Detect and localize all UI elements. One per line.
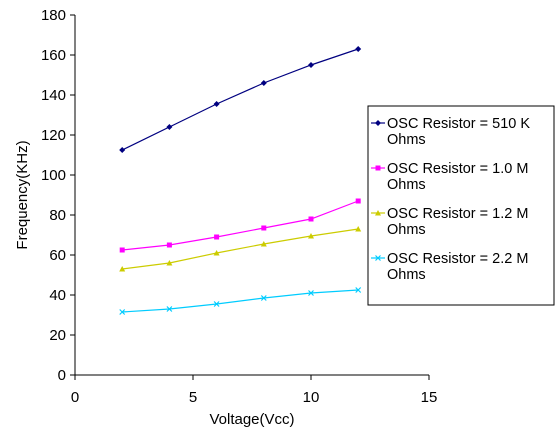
x-tick-label: 10: [303, 389, 320, 406]
y-tick-label: 0: [58, 367, 66, 384]
y-tick-label: 180: [41, 7, 66, 24]
y-tick-label: 40: [49, 287, 66, 304]
series-line-2: [122, 200, 359, 251]
y-tick-label: 140: [41, 87, 66, 104]
y-tick-label: 160: [41, 47, 66, 64]
legend-marker-4: [375, 255, 381, 261]
data-point-series-3: [355, 226, 362, 232]
data-point-series-4: [166, 306, 173, 312]
series-line-4: [122, 289, 359, 313]
data-point-series-4: [260, 295, 267, 301]
legend-label-2: OSC Resistor = 1.0 M: [387, 161, 528, 177]
series-line-1: [121, 48, 359, 151]
series-line-3: [122, 228, 359, 270]
data-point-series-2: [308, 216, 314, 222]
data-point-series-3: [119, 266, 126, 272]
data-point-series-1: [119, 147, 126, 153]
data-point-series-4: [119, 309, 126, 315]
data-point-series-3: [213, 250, 220, 256]
legend-label-4: Ohms: [387, 267, 426, 283]
legend-marker-2: [375, 165, 381, 171]
data-point-series-3: [308, 233, 314, 239]
data-point-series-4: [308, 290, 314, 296]
data-point-series-3: [166, 260, 173, 266]
legend-label-3: Ohms: [387, 222, 426, 238]
y-tick-label: 120: [41, 127, 66, 144]
data-point-series-2: [166, 242, 172, 248]
y-tick-label: 20: [49, 327, 66, 344]
data-point-series-1: [213, 101, 220, 107]
legend-label-1: Ohms: [387, 132, 426, 148]
y-axis-title: Frequency(KHz): [14, 140, 31, 249]
legend-label-2: Ohms: [387, 177, 426, 193]
legend-marker-3: [375, 210, 381, 216]
legend-label-3: OSC Resistor = 1.2 M: [387, 206, 528, 222]
data-point-series-1: [260, 80, 267, 86]
data-point-series-1: [166, 124, 173, 130]
data-point-series-2: [261, 225, 267, 231]
legend-marker-1: [375, 120, 381, 126]
data-point-series-2: [355, 198, 361, 204]
legend-box: [367, 105, 555, 306]
data-point-series-2: [119, 247, 125, 253]
legend-label-4: OSC Resistor = 2.2 M: [387, 251, 528, 267]
y-tick-label: 100: [41, 167, 66, 184]
data-point-series-4: [213, 301, 220, 307]
data-point-series-4: [355, 287, 362, 293]
legend-label-1: OSC Resistor = 510 K: [387, 116, 530, 132]
data-point-series-3: [260, 241, 267, 247]
y-tick-label: 80: [49, 207, 66, 224]
x-tick-label: 5: [189, 389, 197, 406]
data-point-series-1: [355, 46, 362, 52]
data-point-series-2: [214, 234, 220, 240]
x-tick-label: 15: [421, 389, 438, 406]
x-axis-title: Voltage(Vcc): [209, 411, 294, 428]
data-point-series-1: [308, 62, 314, 68]
x-tick-label: 0: [71, 389, 79, 406]
y-tick-label: 60: [49, 247, 66, 264]
